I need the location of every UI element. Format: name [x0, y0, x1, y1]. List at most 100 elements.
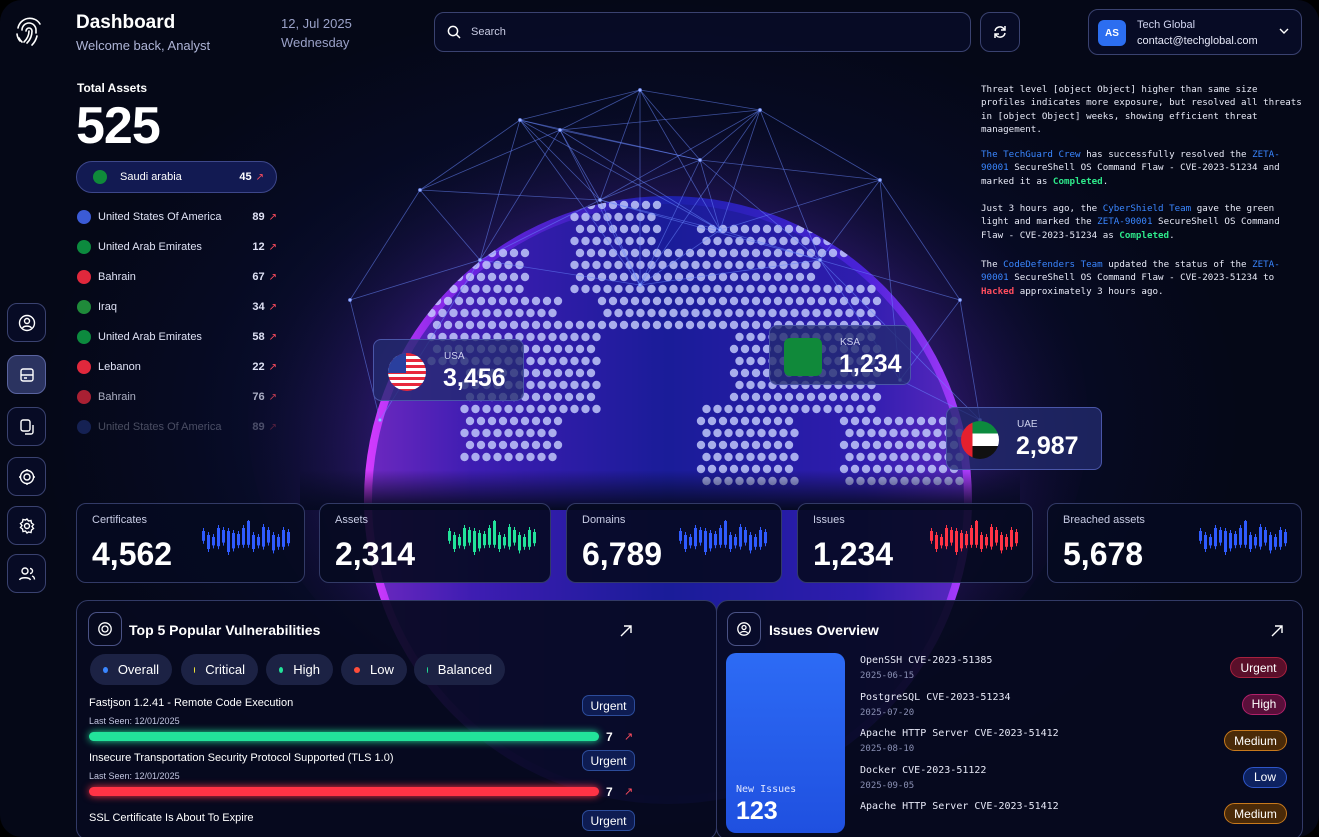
new-issues-count: 123 [736, 797, 778, 825]
filter-chip[interactable]: Overall [90, 654, 172, 685]
trend-up-icon: ↗ [268, 241, 277, 253]
current-date: 12, Jul 2025 [281, 16, 352, 31]
feed-text: . [1102, 175, 1109, 187]
country-name: Bahrain [98, 271, 136, 283]
feed-text: approximately 3 hours ago. [1014, 285, 1164, 297]
team-name[interactable]: CyberShield Team [1102, 203, 1192, 214]
country-count: 76 [252, 391, 265, 403]
country-name: Iraq [98, 301, 117, 313]
feed-text: SecureShell OS Command Flaw - CVE-2023-5… [1008, 272, 1275, 284]
page-title: Dashboard [76, 12, 176, 33]
search-bar[interactable]: Search [434, 12, 971, 52]
stat-card[interactable]: Breached assets 5,678 [1047, 503, 1302, 583]
country-row[interactable]: United States Of America 89 ↗ [77, 418, 277, 436]
new-issues-card[interactable]: New Issues 123 [726, 653, 845, 833]
sidebar-dashboard-button[interactable] [7, 355, 46, 394]
sidebar-profile-button[interactable] [7, 303, 46, 342]
country-name: United States Of America [98, 211, 222, 223]
vuln-name[interactable]: SSL Certificate Is About To Expire [89, 812, 254, 824]
chevron-down-icon[interactable] [1279, 26, 1289, 36]
issue-title[interactable]: PostgreSQL CVE-2023-51234 [860, 691, 1011, 703]
issue-title[interactable]: OpenSSH CVE-2023-51385 [860, 655, 993, 666]
trend-up-icon: ↗ [268, 271, 277, 283]
stat-value: 4,562 [92, 536, 173, 572]
usa-flag-icon [388, 353, 426, 391]
feed-text: gave the green light and marked the [981, 203, 1275, 228]
feed-item: The CodeDefenders Team updated the statu… [981, 258, 1306, 298]
status-hacked: Hacked [981, 285, 1015, 297]
region-name: KSA [840, 337, 861, 348]
stat-card[interactable]: Issues 1,234 [797, 503, 1033, 583]
ticket-id[interactable]: ZETA-90001 [981, 259, 1280, 284]
usa-region-card[interactable]: USA 3,456 [373, 339, 524, 401]
country-flag-icon [77, 390, 91, 404]
gear-icon [19, 517, 34, 534]
trend-up-icon: ↗ [268, 421, 277, 433]
avatar: AS [1098, 20, 1126, 46]
ksa-region-card[interactable]: KSA 1,234 [769, 325, 911, 385]
feed-item: Just 3 hours ago, the CyberShield Team g… [981, 202, 1306, 242]
status-completed: Completed [1052, 175, 1103, 187]
country-row[interactable]: Iraq 34 ↗ [77, 298, 277, 316]
sidebar-settings-button[interactable] [7, 506, 46, 545]
refresh-button[interactable] [980, 12, 1020, 52]
region-value: 1,234 [839, 350, 902, 378]
filter-label: Critical [205, 662, 245, 677]
issue-title[interactable]: Apache HTTP Server CVE-2023-51412 [860, 801, 1059, 812]
search-input[interactable]: Search [471, 26, 506, 38]
filter-label: High [293, 662, 320, 677]
cog-icon [18, 468, 35, 485]
uae-region-card[interactable]: UAE 2,987 [946, 407, 1102, 470]
search-icon [447, 25, 461, 39]
country-name: United Arab Emirates [98, 241, 202, 253]
stat-card[interactable]: Certificates 4,562 [76, 503, 305, 583]
country-count: 34 [252, 301, 265, 313]
feed-text: updated the status of the [1102, 259, 1253, 270]
country-row[interactable]: Lebanon 22 ↗ [77, 358, 277, 376]
filter-chip[interactable]: Critical [181, 654, 258, 685]
country-row[interactable]: United Arab Emirates 12 ↗ [77, 238, 277, 256]
ticket-id[interactable]: ZETA-90001 [1097, 216, 1153, 228]
expand-arrow-icon[interactable] [619, 624, 633, 638]
stat-label: Certificates [92, 514, 148, 526]
ticket-id[interactable]: ZETA-90001 [981, 149, 1280, 174]
status-dot-icon [427, 666, 428, 673]
country-row[interactable]: United Arab Emirates 58 ↗ [77, 328, 277, 346]
filter-chip[interactable]: Low [341, 654, 407, 685]
country-flag-icon [77, 240, 91, 254]
expand-arrow-icon[interactable] [1270, 624, 1284, 638]
country-row[interactable]: Bahrain 76 ↗ [77, 388, 277, 406]
country-flag-icon [77, 330, 91, 344]
team-name[interactable]: CodeDefenders Team [1003, 259, 1103, 270]
team-name[interactable]: The TechGuard Crew [981, 149, 1081, 160]
account-menu[interactable]: AS Tech Global contact@techglobal.com [1088, 9, 1302, 55]
country-row[interactable]: Bahrain 67 ↗ [77, 268, 277, 286]
country-name: Lebanon [98, 361, 141, 373]
vuln-last-seen: Last Seen: 12/01/2025 [89, 716, 180, 726]
feed-item: The TechGuard Crew has successfully reso… [981, 148, 1306, 188]
sidebar-documents-button[interactable] [7, 407, 46, 446]
vuln-name[interactable]: Fastjson 1.2.41 - Remote Code Execution [89, 697, 294, 709]
stat-value: 1,234 [813, 536, 894, 572]
selected-country-pill[interactable]: Saudi arabia 45 ↗ [76, 161, 277, 193]
vuln-last-seen: Last Seen: 12/01/2025 [89, 771, 180, 781]
country-name: Bahrain [98, 391, 136, 403]
filter-chip[interactable]: High [266, 654, 333, 685]
country-flag-icon [77, 210, 91, 224]
sidebar-users-button[interactable] [7, 554, 46, 593]
issue-title[interactable]: Apache HTTP Server CVE-2023-51412 [860, 728, 1059, 739]
issue-title[interactable]: Docker CVE-2023-51122 [860, 764, 987, 776]
stat-value: 6,789 [582, 536, 663, 572]
sidebar-tools-button[interactable] [7, 457, 46, 496]
status-dot-icon [103, 666, 108, 673]
vuln-name[interactable]: Insecure Transportation Security Protoco… [89, 752, 394, 764]
country-name: United States Of America [98, 421, 222, 433]
stat-card[interactable]: Domains 6,789 [566, 503, 782, 583]
region-value: 2,987 [1016, 432, 1079, 460]
bug-icon [98, 622, 112, 636]
filter-chip[interactable]: Balanced [414, 654, 505, 685]
stat-card[interactable]: Assets 2,314 [319, 503, 551, 583]
country-row[interactable]: United States Of America 89 ↗ [77, 208, 277, 226]
new-issues-label: New Issues [736, 784, 797, 795]
